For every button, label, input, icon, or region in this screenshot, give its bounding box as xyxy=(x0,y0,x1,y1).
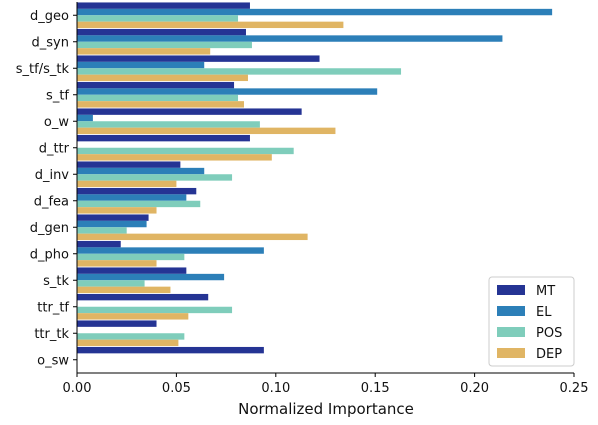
bar-mt-d-ttr xyxy=(77,134,250,142)
y-tick-label: s_tf xyxy=(46,88,69,103)
legend-swatch-dep xyxy=(497,348,525,358)
y-tick-label: o_sw xyxy=(37,353,69,368)
x-ticks: 0.00 0.05 0.10 0.15 0.20 0.25 xyxy=(63,373,589,396)
bar-el-s-tf xyxy=(77,88,378,95)
legend-label-mt: MT xyxy=(536,284,555,299)
y-ticks: d_geo d_syn s_tf/s_tk s_tf o_w d_ttr d_inv d_fe… xyxy=(16,9,77,368)
bar-mt-s-tf-s-tk xyxy=(77,55,320,62)
bar-dep-s-tf-s-tk xyxy=(77,74,248,82)
bar-mt-d-geo xyxy=(77,2,250,9)
legend-swatch-mt xyxy=(497,285,525,295)
x-tick-label: 0.10 xyxy=(261,381,290,396)
bar-el-d-inv xyxy=(77,167,205,175)
y-tick-label: s_tk xyxy=(43,274,69,289)
legend-label-dep: DEP xyxy=(536,347,562,362)
y-tick-label: d_fea xyxy=(34,194,69,209)
bar-pos-ttr-tf xyxy=(77,306,233,314)
bar-el-s-tk xyxy=(77,273,225,281)
y-tick-label: d_gen xyxy=(30,221,69,236)
bar-mt-d-gen xyxy=(77,214,149,221)
legend-frame xyxy=(488,276,575,367)
bar-el-d-gen xyxy=(77,220,147,228)
y-tick-label: d_syn xyxy=(32,35,69,50)
legend-swatch-el xyxy=(497,306,525,316)
bar-mt-o-sw xyxy=(77,346,264,354)
bar-el-d-geo xyxy=(77,8,553,16)
bar-dep-d-fea xyxy=(77,207,157,214)
bar-dep-d-gen xyxy=(77,233,308,241)
bar-pos-s-tf-s-tk xyxy=(77,68,402,75)
legend-swatch-pos xyxy=(497,327,525,337)
bar-pos-d-fea xyxy=(77,200,201,208)
y-tick-label: ttr_tk xyxy=(34,327,69,342)
bar-el-d-fea xyxy=(77,194,187,201)
bar-pos-o-w xyxy=(77,121,260,128)
axes xyxy=(76,2,574,374)
bar-mt-ttr-tf xyxy=(77,293,209,301)
bar-mt-d-inv xyxy=(77,161,181,168)
bar-pos-d-gen xyxy=(77,227,127,234)
y-tick-label: o_w xyxy=(44,115,69,130)
y-tick-label: d_ttr xyxy=(39,141,70,156)
bar-mt-d-fea xyxy=(77,187,197,195)
legend-label-el: EL xyxy=(536,305,552,320)
x-axis-title: Normalized Importance xyxy=(238,400,414,418)
bar-dep-d-inv xyxy=(77,180,177,188)
bar-pos-d-geo xyxy=(77,15,239,22)
y-tick-label: d_inv xyxy=(35,168,70,183)
x-tick-label: 0.25 xyxy=(560,381,589,396)
bar-pos-d-pho xyxy=(77,253,185,261)
bar-mt-s-tk xyxy=(77,267,187,274)
bar-dep-d-geo xyxy=(77,21,344,29)
bar-dep-d-syn xyxy=(77,48,211,55)
y-tick-label: ttr_tf xyxy=(37,300,69,315)
bar-dep-s-tf xyxy=(77,101,244,108)
bar-el-s-tf-s-tk xyxy=(77,61,205,69)
legend: MT EL POS DEP xyxy=(488,276,575,367)
bar-dep-s-tk xyxy=(77,286,171,294)
bars xyxy=(77,2,553,354)
y-tick-label: d_pho xyxy=(30,247,69,262)
x-tick-label: 0.00 xyxy=(63,381,92,396)
bar-dep-o-w xyxy=(77,127,336,135)
bar-pos-d-syn xyxy=(77,41,252,49)
bar-mt-o-w xyxy=(77,108,302,115)
bar-mt-d-syn xyxy=(77,28,246,36)
bar-mt-s-tf xyxy=(77,81,235,89)
bar-dep-ttr-tf xyxy=(77,313,189,320)
bar-pos-s-tf xyxy=(77,94,239,102)
legend-label-pos: POS xyxy=(536,326,562,341)
x-tick-label: 0.05 xyxy=(162,381,191,396)
bar-pos-d-inv xyxy=(77,174,233,181)
y-tick-label: s_tf/s_tk xyxy=(16,62,70,77)
x-tick-label: 0.20 xyxy=(460,381,489,396)
bar-pos-ttr-tk xyxy=(77,333,185,340)
bar-mt-d-pho xyxy=(77,240,121,248)
bar-dep-d-pho xyxy=(77,260,157,267)
bar-dep-d-ttr xyxy=(77,154,272,161)
bar-dep-ttr-tk xyxy=(77,339,179,347)
bar-el-d-syn xyxy=(77,35,503,42)
bar-pos-s-tk xyxy=(77,280,145,287)
y-tick-label: d_geo xyxy=(30,9,69,24)
x-tick-label: 0.15 xyxy=(361,381,390,396)
bar-el-o-w xyxy=(77,114,93,122)
bar-mt-ttr-tk xyxy=(77,320,157,327)
bar-el-d-pho xyxy=(77,247,264,254)
bar-pos-d-ttr xyxy=(77,147,294,155)
